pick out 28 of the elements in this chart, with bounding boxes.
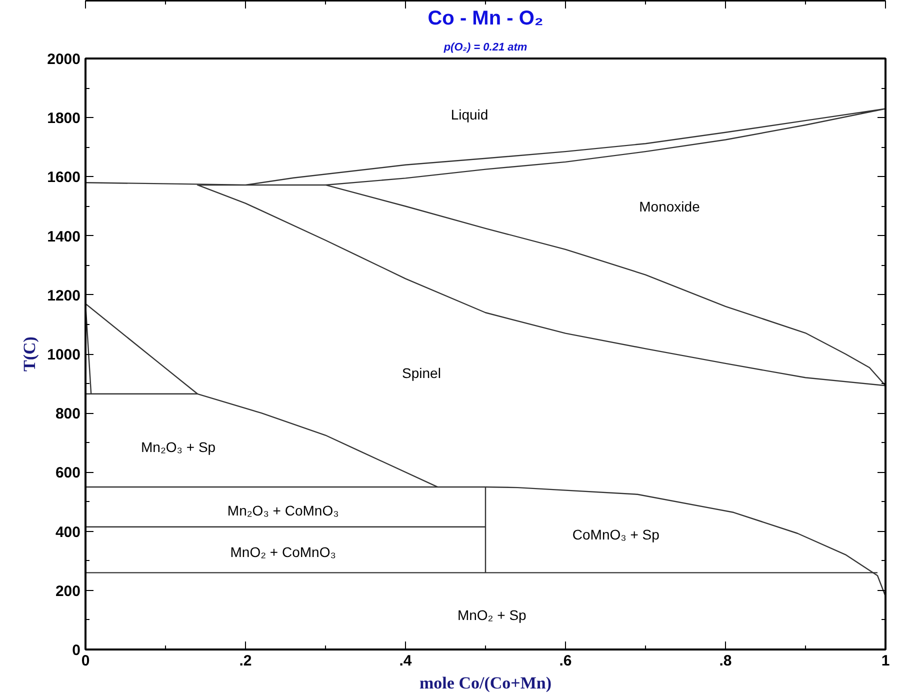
y-tick-label: 0 (72, 642, 80, 659)
y-tick-label: 1400 (47, 228, 81, 246)
y-axis-title: T(C) (20, 336, 40, 372)
y-tick-label: 1800 (47, 110, 81, 128)
x-axis-title: mole Co/(Co+Mn) (420, 674, 552, 692)
x-tick-label: .4 (399, 652, 412, 670)
y-tick-label: 1000 (47, 346, 81, 364)
x-tick-label: .2 (239, 652, 252, 670)
annotation: Liquid (450, 106, 488, 123)
x-tick-label: 1 (881, 652, 890, 670)
y-tick-label: 400 (55, 524, 81, 541)
annotation: MnO₂ + Sp (457, 607, 527, 624)
chart-title: Co - Mn - O₂ (428, 8, 544, 30)
annotation: Mn₂O₃ + CoMnO₃ (227, 502, 339, 519)
annotation: Mn₂O₃ + Sp (141, 438, 216, 455)
y-tick-label: 200 (55, 582, 81, 600)
annotation: MnO₂ + CoMnO₃ (230, 544, 336, 560)
y-tick-label: 1200 (47, 287, 81, 304)
y-tick-label: 2000 (47, 51, 81, 68)
annotation: Spinel (402, 364, 441, 381)
y-tick-label: 800 (55, 406, 81, 423)
y-tick-label: 600 (55, 464, 81, 482)
x-tick-label: .6 (559, 652, 572, 670)
annotation: Monoxide (639, 198, 700, 214)
y-tick-label: 1600 (47, 169, 81, 186)
annotation: CoMnO₃ + Sp (572, 526, 660, 542)
x-tick-label: .8 (719, 652, 732, 670)
chart-subtitle: p(O₂) = 0.21 atm (442, 42, 528, 54)
